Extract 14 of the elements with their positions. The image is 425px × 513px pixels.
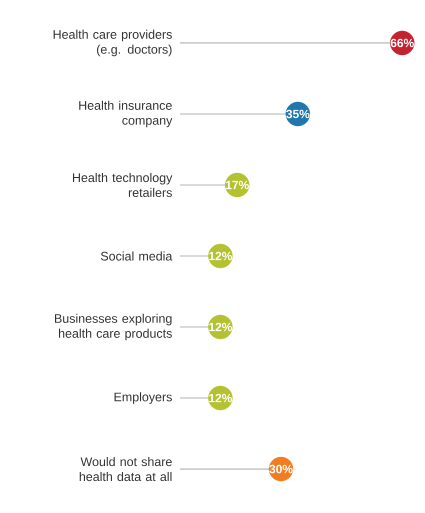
y-tick-label: Health care providers (e.g. doctors) — [54, 30, 172, 56]
data-label: 12% — [209, 252, 232, 260]
data-label: 66% — [390, 38, 414, 48]
y-tick-label: Health technology retailers — [72, 172, 172, 198]
y-tick-label: Businesses exploring health care products — [54, 314, 172, 340]
y-tick-label: Health insurance company — [79, 100, 172, 128]
y-tick-label: Social media — [100, 251, 172, 261]
data-label: 30% — [269, 464, 293, 474]
data-label: 12% — [209, 394, 232, 402]
data-label: 12% — [209, 322, 232, 332]
data-label: 17% — [226, 180, 249, 190]
data-label: 35% — [286, 110, 310, 118]
y-tick-label: Employers — [114, 392, 172, 404]
y-tick-label: Would not share health data at all — [80, 457, 172, 482]
